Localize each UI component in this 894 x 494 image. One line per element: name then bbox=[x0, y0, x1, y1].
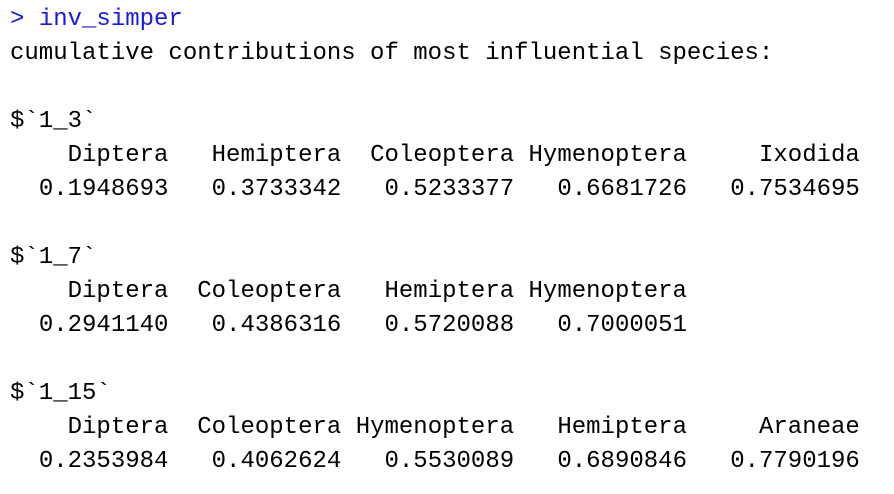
cumulative-value: 0.4386316 bbox=[211, 312, 342, 339]
cumulative-value: 0.3733342 bbox=[211, 176, 342, 203]
species-name: Diptera bbox=[67, 142, 169, 169]
cumulative-value: 0.1948693 bbox=[38, 176, 169, 203]
section-label: $`1_3` bbox=[10, 108, 97, 135]
species-name: Hemiptera bbox=[384, 278, 515, 305]
species-name: Ixodida bbox=[758, 142, 860, 169]
cumulative-value: 0.4062624 bbox=[211, 448, 342, 475]
prompt: > bbox=[10, 6, 25, 33]
species-name: Hymenoptera bbox=[528, 278, 687, 305]
names-row: Diptera Coleoptera Hymenoptera Hemiptera… bbox=[10, 411, 894, 445]
cumulative-value: 0.2353984 bbox=[38, 448, 169, 475]
cumulative-value: 0.7534695 bbox=[730, 176, 860, 203]
command-line: > inv_simper bbox=[10, 3, 894, 37]
cumulative-value: 0.7000051 bbox=[557, 312, 687, 339]
values-row: 0.1948693 0.3733342 0.5233377 0.6681726 … bbox=[10, 173, 894, 207]
species-name: Diptera bbox=[67, 278, 169, 305]
species-name: Hymenoptera bbox=[528, 142, 687, 169]
values-row: 0.2353984 0.4062624 0.5530089 0.6890846 … bbox=[10, 445, 894, 479]
names-row: Diptera Hemiptera Coleoptera Hymenoptera… bbox=[10, 139, 894, 173]
species-name: Hemiptera bbox=[211, 142, 342, 169]
species-name: Coleoptera bbox=[197, 414, 342, 441]
cumulative-value: 0.7790196 bbox=[730, 448, 860, 475]
species-name: Hymenoptera bbox=[355, 414, 515, 441]
species-name: Coleoptera bbox=[197, 278, 342, 305]
species-name: Diptera bbox=[67, 414, 169, 441]
cumulative-value: 0.6681726 bbox=[557, 176, 687, 203]
command: inv_simper bbox=[38, 6, 183, 33]
blank-line bbox=[10, 343, 894, 377]
cumulative-value: 0.5720088 bbox=[384, 312, 515, 339]
species-name: Coleoptera bbox=[370, 142, 515, 169]
species-name: Araneae bbox=[758, 414, 860, 441]
section-label: $`1_7` bbox=[10, 244, 97, 271]
cumulative-value: 0.5233377 bbox=[384, 176, 515, 203]
section-label: $`1_15` bbox=[10, 380, 111, 407]
blank-line bbox=[10, 207, 894, 241]
blank-line bbox=[10, 71, 894, 105]
species-name: Hemiptera bbox=[557, 414, 687, 441]
cumulative-value: 0.5530089 bbox=[384, 448, 515, 475]
names-row: Diptera Coleoptera Hemiptera Hymenoptera bbox=[10, 275, 894, 309]
values-row: 0.2941140 0.4386316 0.5720088 0.7000051 bbox=[10, 309, 894, 343]
output-header: cumulative contributions of most influen… bbox=[10, 40, 774, 67]
cumulative-value: 0.6890846 bbox=[557, 448, 687, 475]
cumulative-value: 0.2941140 bbox=[38, 312, 169, 339]
